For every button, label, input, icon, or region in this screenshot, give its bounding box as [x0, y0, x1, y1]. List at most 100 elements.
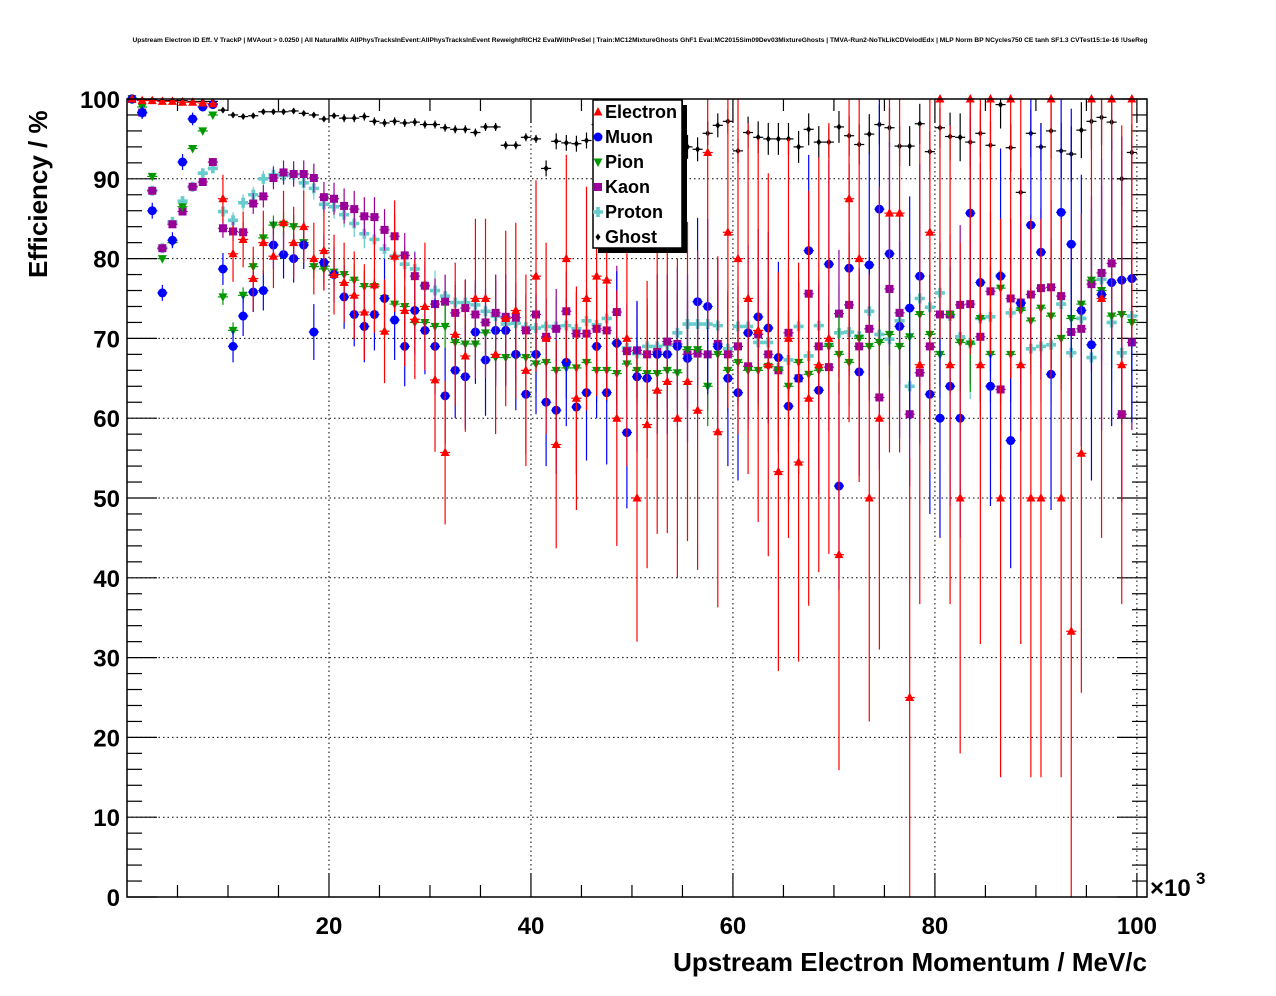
data-point-ghost: [503, 141, 509, 149]
data-point-electron: [1016, 359, 1026, 369]
data-point-electron: [531, 271, 541, 280]
data-point-ghost: [523, 133, 529, 141]
x-axis-multiplier: ×10 3: [1150, 869, 1205, 902]
data-point-electron: [299, 221, 309, 231]
data-point-kaon: [158, 244, 167, 253]
tick-labels: 0 10 20 30 40 50 60 70 80 90 100 20 40 60 80 100: [80, 87, 1157, 940]
data-point-kaon: [340, 201, 349, 210]
data-point-ghost: [907, 142, 913, 150]
data-point-ghost: [998, 101, 1004, 109]
data-point-electron: [713, 426, 723, 436]
legend-label-proton: Proton: [605, 202, 663, 222]
legend-label-muon: Muon: [605, 127, 653, 147]
y-tick-label: 20: [93, 725, 120, 752]
data-point-electron: [501, 313, 511, 322]
data-point-electron: [319, 245, 329, 255]
data-point-electron: [925, 227, 935, 236]
data-point-kaon: [188, 182, 197, 191]
data-point-electron: [440, 447, 450, 457]
data-point-kaon: [380, 225, 389, 234]
data-point-electron: [895, 208, 905, 217]
data-point-muon: [1086, 340, 1096, 350]
legend-label-ghost: Ghost: [605, 227, 657, 247]
data-point-electron: [642, 419, 652, 429]
data-point-electron: [218, 193, 228, 203]
data-point-kaon: [198, 177, 207, 186]
data-point-ghost: [917, 120, 923, 128]
data-point-kaon: [269, 174, 278, 183]
legend-label-electron: Electron: [605, 102, 677, 122]
data-point-electron: [289, 237, 299, 247]
data-point-electron: [733, 253, 743, 263]
data-point-electron: [198, 97, 208, 107]
data-point-ghost: [573, 140, 579, 148]
data-point-kaon: [552, 324, 561, 333]
data-point-electron: [137, 95, 147, 105]
data-point-kaon: [370, 213, 379, 222]
data-point-electron: [1097, 293, 1107, 302]
data-point-electron: [753, 325, 763, 334]
data-point-muon: [218, 264, 228, 274]
data-point-electron: [582, 293, 592, 302]
data-point-ghost: [472, 129, 478, 137]
data-point-ghost: [513, 141, 519, 149]
data-point-ghost: [493, 123, 499, 131]
data-point-muon: [905, 303, 915, 313]
data-point-electron: [491, 349, 501, 358]
data-point-ghost: [331, 112, 337, 120]
data-point-electron: [329, 269, 339, 279]
data-point-electron: [632, 493, 642, 502]
data-point-electron: [1066, 626, 1076, 635]
legend-marker-proton: [593, 207, 603, 217]
data-point-electron: [773, 466, 783, 476]
data-point-electron: [369, 279, 379, 289]
data-point-pion: [218, 293, 228, 302]
data-point-electron: [450, 329, 460, 338]
data-point-ghost: [291, 107, 297, 115]
data-point-electron: [551, 439, 561, 449]
data-point-electron: [359, 307, 369, 316]
data-point-muon: [864, 260, 874, 270]
data-point-ghost: [432, 121, 438, 129]
data-point-electron: [279, 217, 289, 227]
data-point-electron: [178, 97, 188, 106]
data-point-ghost: [765, 135, 771, 143]
data-point-ghost: [533, 135, 539, 143]
data-point-kaon: [289, 170, 298, 179]
data-point-electron: [874, 413, 884, 422]
data-point-pion: [178, 203, 188, 212]
data-point-ghost: [270, 108, 276, 116]
data-point-electron: [814, 359, 824, 369]
data-point-electron: [188, 97, 198, 106]
data-point-pion: [198, 127, 208, 136]
data-point-electron: [511, 305, 521, 314]
data-point-electron: [390, 251, 400, 260]
data-point-ghost: [563, 139, 569, 147]
data-point-ghost: [371, 117, 377, 125]
data-point-muon: [238, 311, 248, 321]
data-point-electron: [1056, 493, 1066, 502]
data-point-proton: [177, 196, 188, 207]
data-point-ghost: [240, 113, 246, 121]
data-point-ghost: [301, 109, 307, 117]
data-point-electron: [693, 405, 703, 414]
data-point-electron: [521, 365, 531, 374]
data-point-electron: [400, 305, 410, 314]
data-point-ghost: [382, 119, 388, 127]
data-point-electron: [571, 393, 581, 402]
x-multiplier-base: ×10: [1150, 875, 1191, 902]
data-point-proton: [238, 197, 249, 208]
data-point-pion: [208, 111, 218, 120]
data-point-proton: [258, 173, 269, 184]
data-point-ghost: [1078, 126, 1084, 134]
data-point-ghost: [452, 125, 458, 133]
data-point-ghost: [462, 125, 468, 133]
legend-marker-ghost: [595, 233, 601, 241]
data-point-kaon: [441, 297, 450, 306]
data-point-ghost: [230, 111, 236, 119]
y-tick-label: 70: [93, 326, 120, 353]
data-point-ghost: [321, 115, 327, 123]
data-point-muon: [1066, 239, 1076, 249]
data-point-electron: [561, 253, 571, 263]
data-point-ghost: [715, 121, 721, 129]
